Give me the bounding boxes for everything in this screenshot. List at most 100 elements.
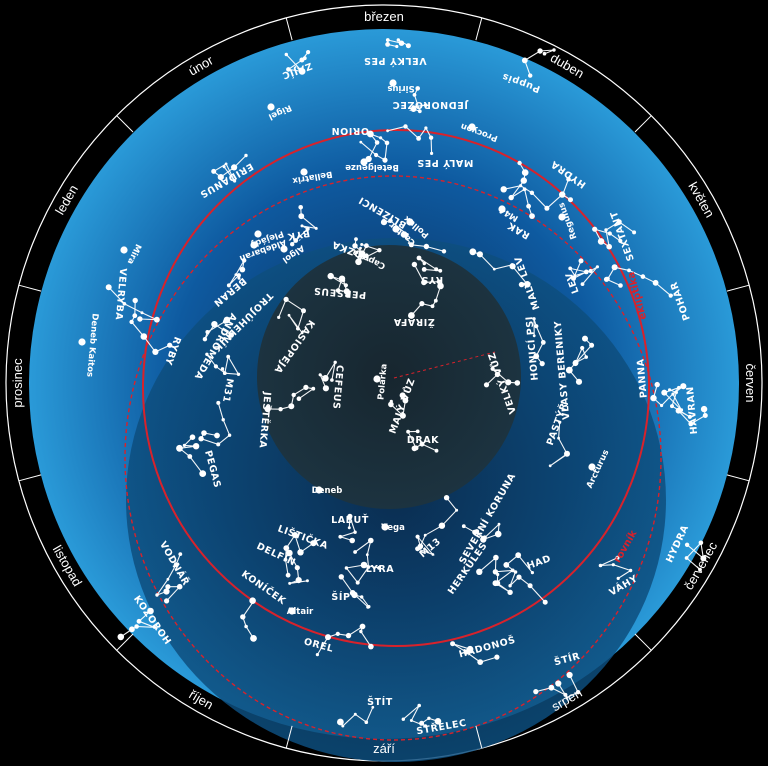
star-dot	[521, 57, 528, 64]
star-dot	[337, 718, 344, 726]
star-dot	[652, 279, 659, 286]
constellation-label: VELRYBA	[113, 268, 129, 321]
star-dot	[510, 568, 515, 573]
constellation-label: PERSEUS	[313, 285, 367, 301]
star-dot	[582, 335, 588, 342]
star-dot	[300, 331, 304, 335]
star-dot	[521, 169, 529, 176]
star-dot	[283, 557, 288, 562]
star-dot	[505, 379, 512, 386]
star-dot	[412, 93, 417, 97]
month-divider	[634, 633, 652, 651]
star-dot	[688, 421, 694, 427]
constellation-figure	[278, 298, 305, 334]
star-dot	[380, 219, 388, 226]
star-dot	[352, 243, 358, 249]
star-dot	[503, 562, 510, 568]
star-dot	[654, 381, 660, 388]
star-dot	[214, 432, 220, 439]
star-dot	[360, 243, 364, 246]
star-dot	[345, 293, 351, 298]
star-dot	[368, 537, 374, 544]
star-dot	[299, 57, 305, 63]
star-dot	[163, 588, 170, 595]
star-name-label: Deneb	[312, 486, 343, 496]
star-dot	[303, 384, 309, 390]
star-dot	[240, 614, 246, 620]
star-dot	[399, 392, 406, 399]
bright-star-dot	[373, 375, 381, 383]
star-dot	[360, 561, 368, 569]
star-dot	[422, 261, 426, 266]
star-dot	[423, 103, 428, 107]
star-dot	[221, 418, 225, 422]
star-dot	[684, 542, 690, 547]
star-dot	[405, 43, 411, 49]
bright-star-dot	[360, 158, 368, 166]
star-dot	[237, 276, 241, 280]
month-divider	[116, 633, 134, 651]
star-dot	[700, 555, 707, 562]
constellation-label: CEFEUS	[330, 365, 345, 410]
constellation-label: HAVRAN	[685, 386, 700, 435]
star-dot	[450, 641, 456, 647]
star-dot	[310, 540, 317, 547]
star-dot	[132, 313, 138, 319]
star-dot	[355, 258, 362, 266]
star-dot	[315, 653, 319, 657]
star-dot	[413, 445, 419, 451]
star-dot	[343, 288, 350, 295]
star-dot	[476, 568, 483, 575]
star-dot	[140, 311, 144, 315]
star-dot	[359, 629, 363, 634]
star-dot	[533, 689, 539, 695]
star-dot	[234, 273, 238, 276]
star-dot	[526, 203, 531, 209]
star-dot	[227, 433, 232, 437]
star-dot	[105, 284, 112, 291]
constellation-label: RYS	[421, 274, 443, 285]
star-name-label: Polárka	[376, 363, 389, 400]
star-dot	[529, 213, 535, 220]
star-dot	[434, 267, 439, 272]
star-dot	[430, 151, 434, 155]
star-dot	[216, 400, 221, 405]
star-dot	[529, 190, 535, 195]
star-dot	[416, 255, 422, 261]
constellation-label: ORION	[331, 125, 369, 136]
star-dot	[423, 243, 430, 250]
star-dot	[129, 319, 134, 325]
star-dot	[572, 360, 579, 367]
star-dot	[698, 567, 702, 572]
star-dot	[305, 226, 310, 231]
star-dot	[684, 556, 689, 560]
star-dot	[527, 583, 533, 589]
star-dot	[575, 378, 583, 385]
star-dot	[493, 554, 499, 561]
star-dot	[476, 251, 483, 258]
star-dot	[137, 316, 143, 322]
star-dot	[510, 263, 514, 267]
star-dot	[311, 386, 316, 391]
constellation-label: M31	[220, 377, 235, 403]
star-dot	[533, 353, 540, 360]
star-dot	[165, 584, 171, 590]
star-dot	[544, 205, 550, 211]
star-dot	[360, 595, 364, 599]
month-divider	[285, 725, 293, 749]
star-dot	[417, 703, 422, 708]
month-divider	[18, 284, 42, 292]
star-dot	[211, 168, 217, 174]
star-dot	[618, 238, 623, 243]
star-dot	[419, 301, 425, 307]
star-dot	[408, 312, 415, 319]
star-dot	[698, 540, 704, 546]
star-dot	[507, 589, 513, 595]
star-dot	[436, 279, 441, 284]
star-dot	[231, 164, 238, 171]
star-dot	[294, 565, 300, 571]
star-dot	[566, 671, 573, 679]
star-dot	[557, 436, 560, 440]
star-dot	[286, 67, 291, 72]
